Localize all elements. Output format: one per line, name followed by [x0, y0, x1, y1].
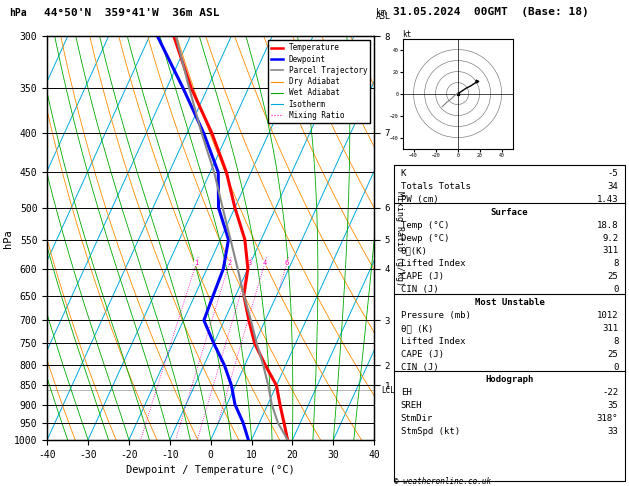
Text: 4: 4: [263, 260, 267, 266]
Text: StmDir: StmDir: [401, 414, 433, 423]
Text: 9.2: 9.2: [602, 234, 618, 243]
Text: Most Unstable: Most Unstable: [474, 298, 545, 307]
Text: km: km: [376, 8, 386, 17]
Text: K: K: [401, 169, 406, 178]
Text: Temp (°C): Temp (°C): [401, 221, 449, 230]
Text: 2: 2: [227, 260, 231, 266]
Text: Hodograph: Hodograph: [486, 375, 533, 384]
Text: -5: -5: [608, 169, 618, 178]
Text: 25: 25: [608, 272, 618, 281]
Text: Dewp (°C): Dewp (°C): [401, 234, 449, 243]
Text: ASL: ASL: [376, 13, 391, 21]
Text: hPa: hPa: [9, 8, 27, 17]
Text: SREH: SREH: [401, 401, 422, 410]
Text: Lifted Index: Lifted Index: [401, 337, 465, 346]
Text: 18.8: 18.8: [597, 221, 618, 230]
Text: 35: 35: [608, 401, 618, 410]
X-axis label: Dewpoint / Temperature (°C): Dewpoint / Temperature (°C): [126, 465, 295, 475]
Text: Lifted Index: Lifted Index: [401, 260, 465, 268]
Text: θᴄ(K): θᴄ(K): [401, 246, 428, 256]
Text: CIN (J): CIN (J): [401, 285, 438, 294]
Text: 311: 311: [602, 246, 618, 256]
Text: θᴄ (K): θᴄ (K): [401, 324, 433, 333]
Text: Totals Totals: Totals Totals: [401, 182, 470, 191]
Text: 0: 0: [613, 363, 618, 371]
Text: CIN (J): CIN (J): [401, 363, 438, 371]
Y-axis label: Mixing Ratio (g/kg): Mixing Ratio (g/kg): [395, 191, 404, 286]
Text: CAPE (J): CAPE (J): [401, 272, 443, 281]
Text: 25: 25: [608, 349, 618, 359]
Text: 8: 8: [613, 260, 618, 268]
Text: 3: 3: [248, 260, 252, 266]
Text: 1012: 1012: [597, 311, 618, 320]
Text: 1: 1: [194, 260, 199, 266]
Text: 1.43: 1.43: [597, 195, 618, 204]
Text: Surface: Surface: [491, 208, 528, 217]
Text: 31.05.2024  00GMT  (Base: 18): 31.05.2024 00GMT (Base: 18): [393, 7, 589, 17]
Text: LCL: LCL: [381, 385, 394, 395]
Legend: Temperature, Dewpoint, Parcel Trajectory, Dry Adiabat, Wet Adiabat, Isotherm, Mi: Temperature, Dewpoint, Parcel Trajectory…: [268, 40, 370, 123]
Text: kt: kt: [403, 30, 412, 38]
Text: CAPE (J): CAPE (J): [401, 349, 443, 359]
Text: PW (cm): PW (cm): [401, 195, 438, 204]
Text: Pressure (mb): Pressure (mb): [401, 311, 470, 320]
Text: 0: 0: [613, 285, 618, 294]
Text: 8: 8: [613, 337, 618, 346]
Text: StmSpd (kt): StmSpd (kt): [401, 427, 460, 436]
Text: 311: 311: [602, 324, 618, 333]
Text: 33: 33: [608, 427, 618, 436]
Text: 34: 34: [608, 182, 618, 191]
Text: -22: -22: [602, 388, 618, 397]
Text: 318°: 318°: [597, 414, 618, 423]
Text: EH: EH: [401, 388, 411, 397]
Text: © weatheronline.co.uk: © weatheronline.co.uk: [394, 477, 491, 486]
Y-axis label: hPa: hPa: [3, 229, 13, 247]
Text: 44°50'N  359°41'W  36m ASL: 44°50'N 359°41'W 36m ASL: [44, 8, 220, 17]
Text: 6: 6: [285, 260, 289, 266]
